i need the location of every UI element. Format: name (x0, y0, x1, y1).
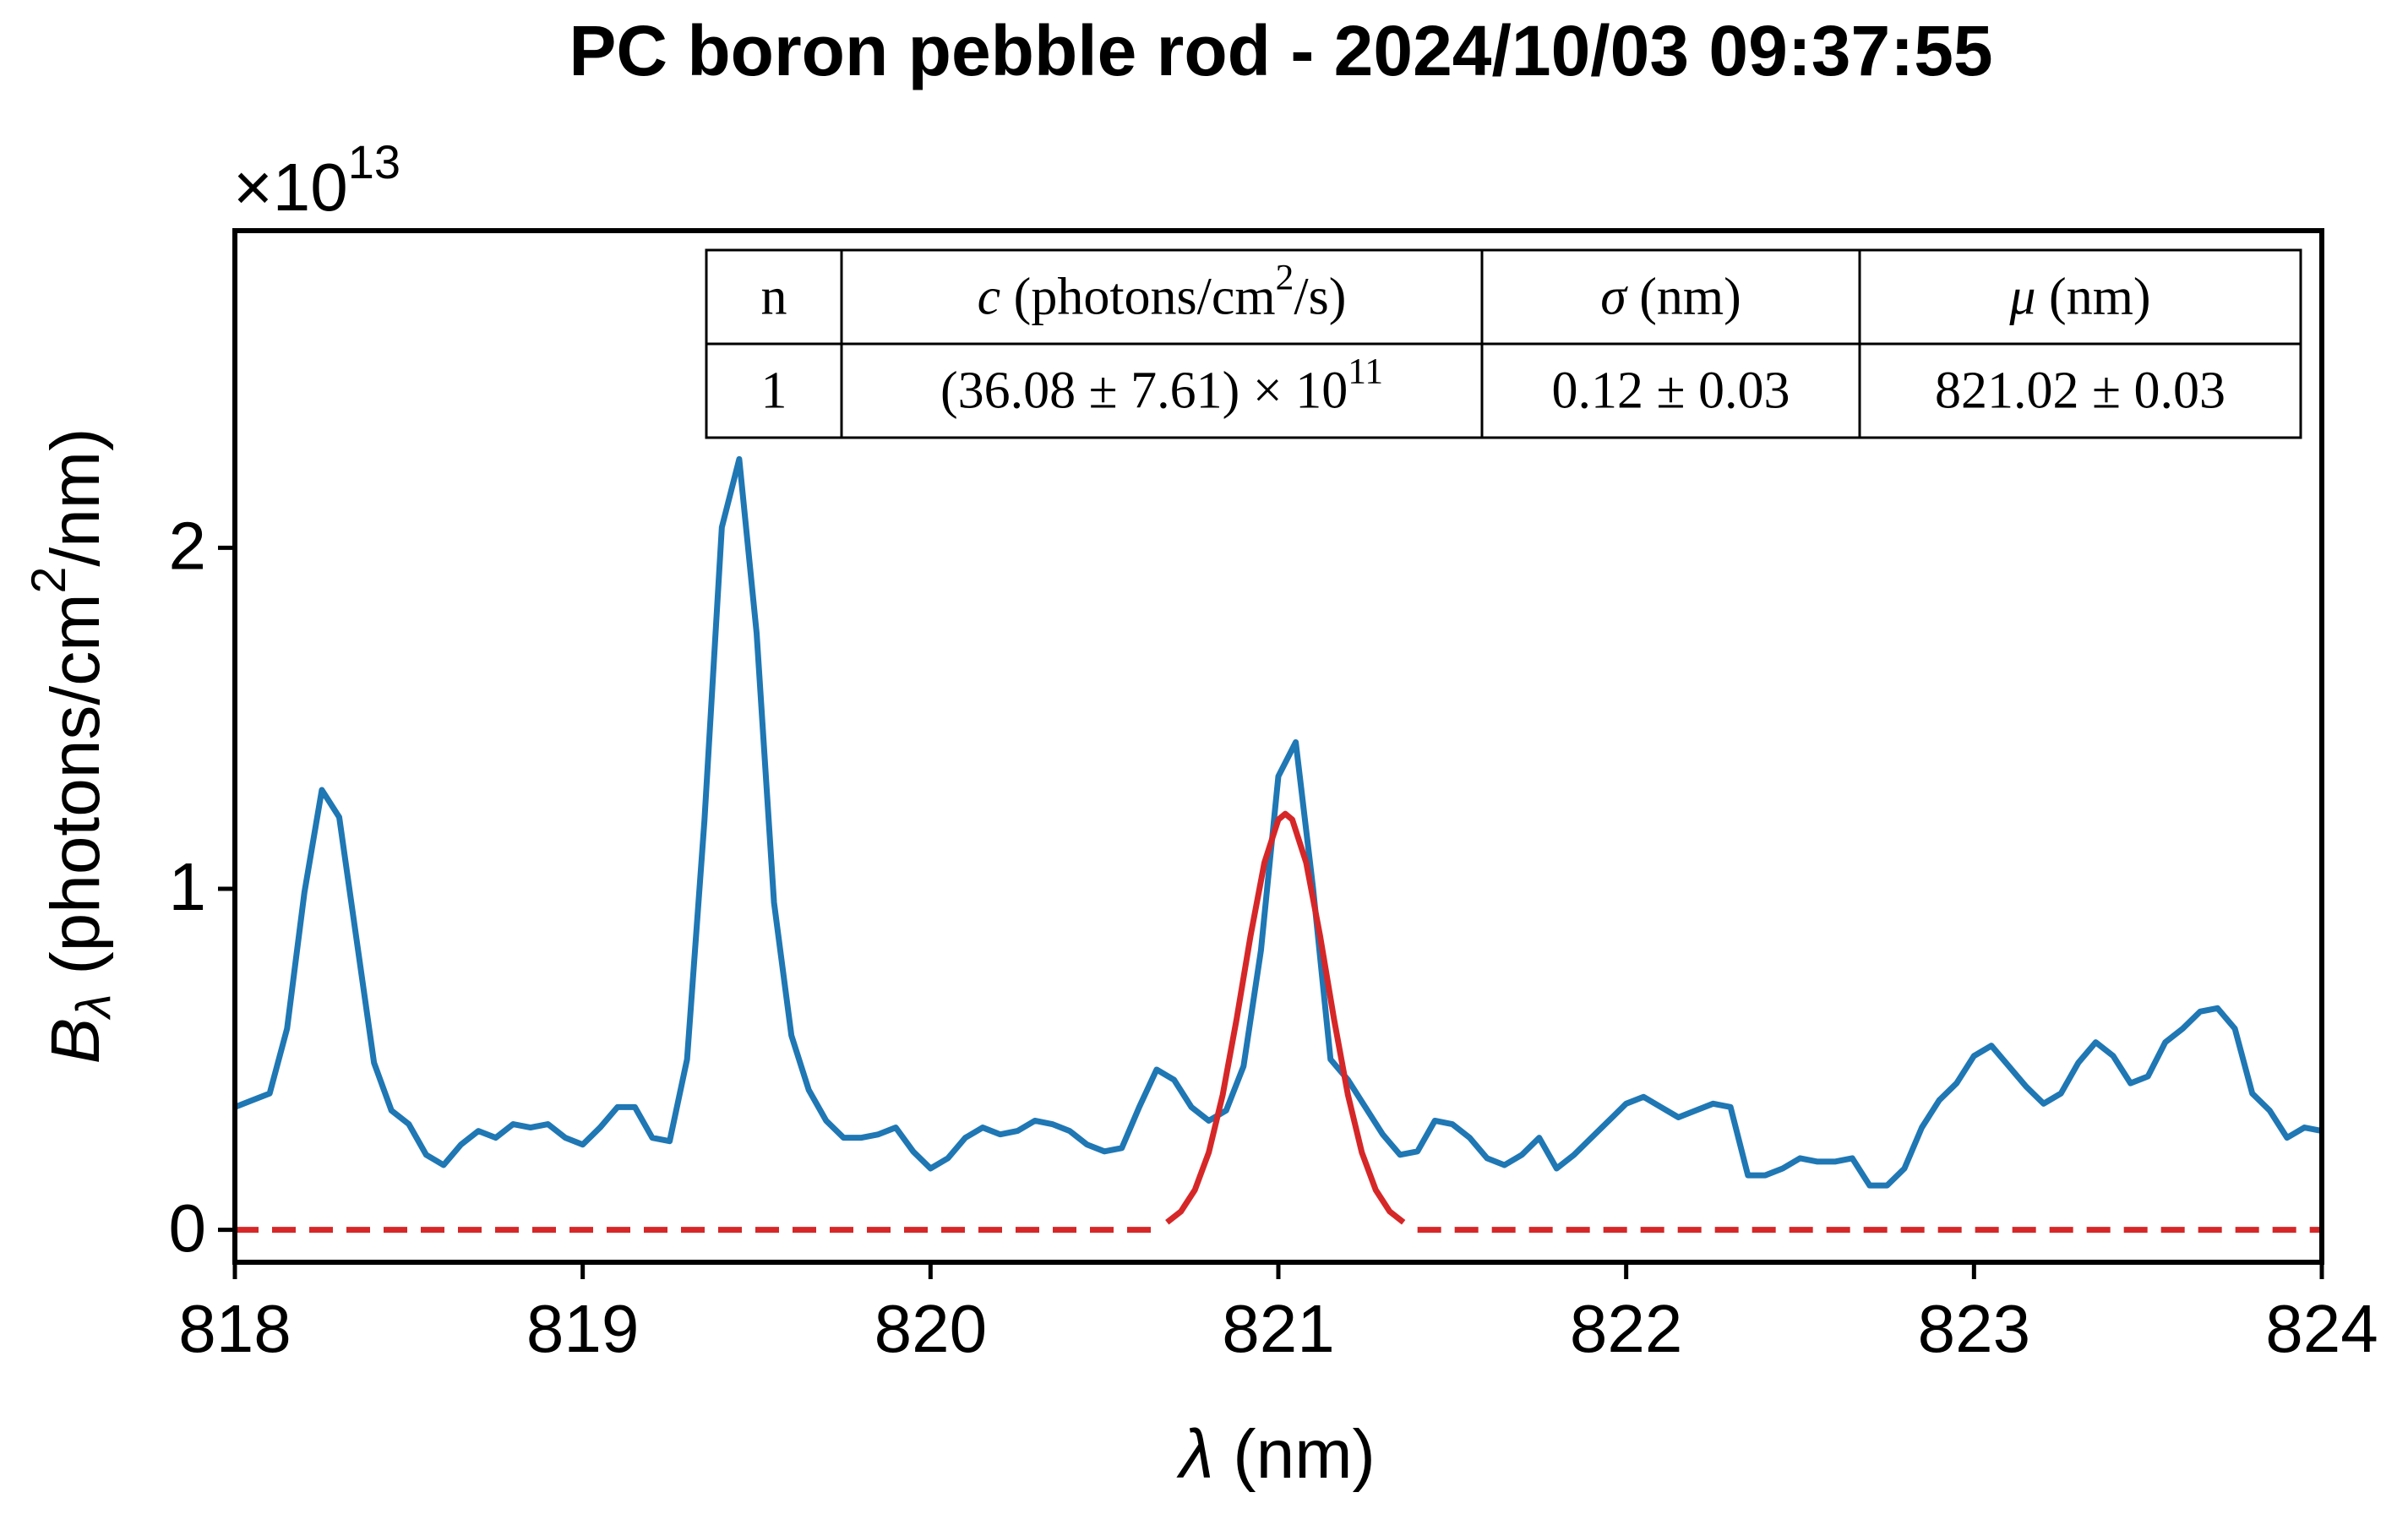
text-segment: ×10 (233, 150, 348, 225)
data-line (1165, 810, 1406, 1225)
text-segment: 821.02 ± 0.03 (1935, 362, 2225, 420)
x-axis-label: λ (nm) (1176, 1416, 1376, 1493)
table-cell: σ (nm) (1600, 269, 1741, 326)
text-segment: (nm) (2036, 269, 2151, 326)
text-segment: 13 (348, 135, 400, 188)
text-segment: c (978, 269, 1001, 326)
x-tick-label: 820 (874, 1291, 987, 1366)
text-segment: 11 (1348, 351, 1383, 392)
text-segment: (nm) (1214, 1416, 1376, 1493)
table-cell: 0.12 ± 0.03 (1551, 362, 1790, 420)
x-tick-label: 822 (1570, 1291, 1682, 1366)
table-cell: (36.08 ± 7.61) × 1011 (940, 351, 1383, 420)
x-tick-label: 824 (2265, 1291, 2378, 1366)
y-tick-label: 1 (169, 849, 207, 924)
data-line (233, 455, 2323, 1189)
y-tick-label: 0 (169, 1190, 207, 1266)
x-tick-label: 823 (1918, 1291, 2030, 1366)
text-segment: 1 (761, 362, 787, 420)
text-segment: (36.08 ± 7.61) × 10 (940, 362, 1348, 420)
table-cell: c (photons/cm2/s) (978, 258, 1347, 326)
text-segment: σ (1600, 269, 1628, 326)
text-segment: /s) (1294, 269, 1346, 326)
text-segment: (nm) (1626, 269, 1741, 326)
text-segment: 2 (1276, 258, 1294, 298)
text-segment: 0.12 ± 0.03 (1551, 362, 1790, 420)
y-tick-label: 2 (169, 509, 207, 584)
table-cell: 821.02 ± 0.03 (1935, 362, 2225, 420)
text-segment: μ (2008, 269, 2035, 326)
text-segment: λ (1176, 1416, 1213, 1493)
text-segment: n (761, 269, 787, 326)
y-axis-label: Bλ (photons/cm2/nm) (22, 428, 121, 1065)
table-cell: 1 (761, 362, 787, 420)
text-segment: B (37, 1018, 114, 1065)
text-segment: /nm) (37, 428, 114, 567)
x-tick-label: 819 (526, 1291, 639, 1366)
table-cell: μ (nm) (2008, 269, 2150, 326)
text-segment: (photons/cm (1000, 269, 1275, 326)
table-cell: n (761, 269, 787, 326)
chart-title: PC boron pebble rod - 2024/10/03 09:37:5… (569, 11, 1992, 90)
x-tick-label: 818 (178, 1291, 291, 1366)
x-tick-label: 821 (1222, 1291, 1334, 1366)
text-segment: 2 (22, 567, 76, 594)
y-offset-label: ×1013 (233, 135, 400, 225)
text-segment: (photons/cm (37, 593, 114, 994)
text-segment: λ (68, 994, 122, 1020)
